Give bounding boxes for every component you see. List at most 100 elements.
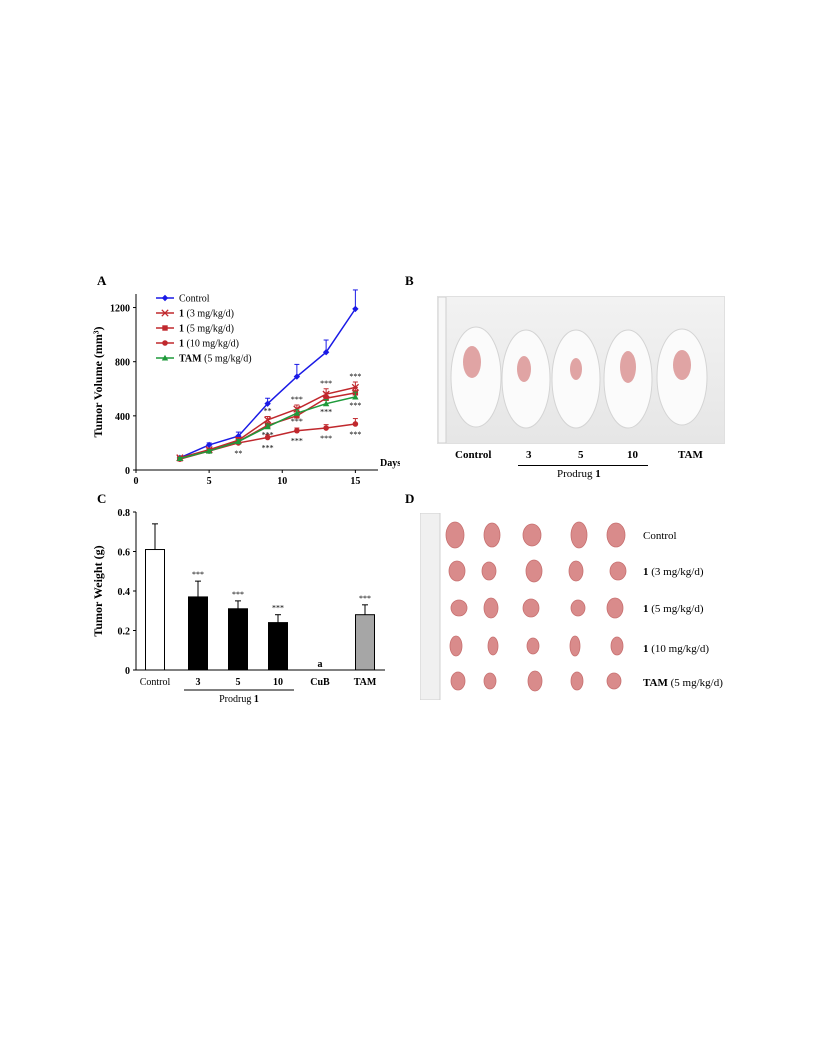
tumor-specimen (449, 635, 463, 657)
tumor-specimen (522, 523, 542, 547)
photo-label-3: 3 (526, 449, 532, 461)
photo-label-5: 5 (578, 449, 584, 461)
y-axis-label: Tumor Weight (g) (91, 545, 105, 636)
point (264, 423, 271, 430)
point (293, 405, 301, 413)
sig-label: *** (320, 434, 332, 443)
category-label: CuB (310, 677, 330, 688)
bar-label: *** (272, 604, 284, 613)
point (352, 421, 359, 427)
point (205, 441, 213, 449)
sig-label: *** (291, 437, 303, 446)
prodrug-label: Prodrug 1 (219, 694, 259, 705)
panel-letter-c: C (97, 491, 107, 506)
legend-label: Control (179, 294, 210, 305)
tumor-specimen (527, 670, 543, 692)
bar-label: *** (359, 594, 371, 603)
tumor-specimen (570, 521, 588, 549)
tumor-specimen (483, 672, 497, 690)
tumor-specimen (570, 671, 584, 691)
tumor-row-label-tam: TAM (5 mg/kg/d) (643, 677, 723, 689)
point (294, 413, 300, 419)
sig-label: *** (262, 431, 274, 440)
point (235, 432, 242, 440)
point (235, 438, 242, 445)
bar (355, 614, 375, 671)
point (294, 427, 300, 434)
x-axis-label: Days (380, 458, 400, 469)
tumors-photo-drawing (419, 512, 627, 701)
point (323, 425, 329, 431)
category-label: 10 (273, 677, 283, 688)
sig-label: *** (349, 401, 361, 410)
legend-label: TAM (5 mg/kg/d) (179, 354, 252, 365)
point (322, 400, 330, 407)
point (176, 455, 184, 462)
y-tick-label: 1200 (110, 304, 130, 315)
y-axis-label: Tumor Volume (mm³) (91, 327, 105, 438)
tumor-specimen (609, 561, 627, 581)
series-4 (176, 391, 359, 462)
point (352, 305, 359, 313)
bar (268, 622, 288, 671)
tumor-row-label-10: 1 (10 mg/kg/d) (643, 643, 709, 655)
point (161, 294, 169, 302)
photo-label-10: 10 (627, 449, 638, 461)
tumor-specimen (448, 560, 466, 582)
legend-label: 1 (3 mg/kg/d) (179, 309, 234, 320)
y-tick-label: 0.4 (118, 587, 131, 598)
y-tick-label: 0.8 (118, 508, 131, 519)
point (264, 400, 271, 407)
tumor-specimen (570, 599, 586, 617)
prodrug-label-b: Prodrug 1 (557, 468, 601, 480)
photo-label-tam: TAM (678, 449, 703, 461)
point (322, 349, 330, 356)
tumor-specimen (606, 672, 622, 690)
bar-label: *** (232, 590, 244, 599)
point (161, 354, 169, 361)
category-label: 5 (236, 677, 241, 688)
bar (228, 608, 248, 671)
sig-label: *** (320, 408, 332, 417)
point (205, 447, 213, 454)
legend-label: 1 (10 mg/kg/d) (179, 339, 239, 350)
category-label: TAM (354, 677, 377, 688)
mice-photo-drawing (437, 296, 708, 444)
sig-label: *** (291, 417, 303, 426)
tumor-specimen (569, 635, 581, 657)
point (162, 340, 168, 346)
sig-label: *** (349, 372, 361, 381)
tumor-specimen (445, 521, 465, 549)
mice-photo (437, 296, 725, 444)
bar (188, 596, 208, 671)
tumor-specimen (568, 560, 584, 582)
category-label: 3 (196, 677, 201, 688)
bar (145, 549, 165, 671)
tumor-specimen (522, 598, 540, 618)
tumor-row-label-3: 1 (3 mg/kg/d) (643, 566, 704, 578)
tumor-volume-line-chart: 0 400 800 1200 0 5 10 15 Days Tumor Volume (mm³) *… (91, 289, 400, 487)
x-tick-label: 0 (134, 476, 139, 487)
y-tick-label: 0 (125, 666, 130, 677)
sig-label: *** (320, 379, 332, 388)
y-tick-label: 400 (115, 412, 130, 423)
y-tick-label: 0.6 (118, 548, 131, 559)
panel-letter-d: D (405, 491, 415, 506)
tumor-specimen (606, 597, 624, 619)
point (293, 373, 301, 380)
tumor-specimen (483, 597, 499, 619)
x-tick-label: 10 (277, 476, 287, 487)
tumor-row-label-5: 1 (5 mg/kg/d) (643, 603, 704, 615)
tumor-weight-bar-chart: 0 0.2 0.4 0.6 0.8 Tumor Weight (g) Control *** 3… (91, 508, 385, 705)
y-tick-label: 0.2 (118, 627, 131, 638)
bar-label: a (318, 659, 323, 670)
point (293, 409, 301, 416)
tumor-row-label-control: Control (643, 530, 677, 542)
tumor-specimen (525, 559, 543, 583)
tumor-specimen (450, 671, 466, 691)
sig-label: *** (291, 395, 303, 404)
tumor-specimen (610, 636, 624, 656)
y-tick-label: 800 (115, 358, 130, 369)
x-tick-label: 5 (207, 476, 212, 487)
point (161, 309, 169, 317)
